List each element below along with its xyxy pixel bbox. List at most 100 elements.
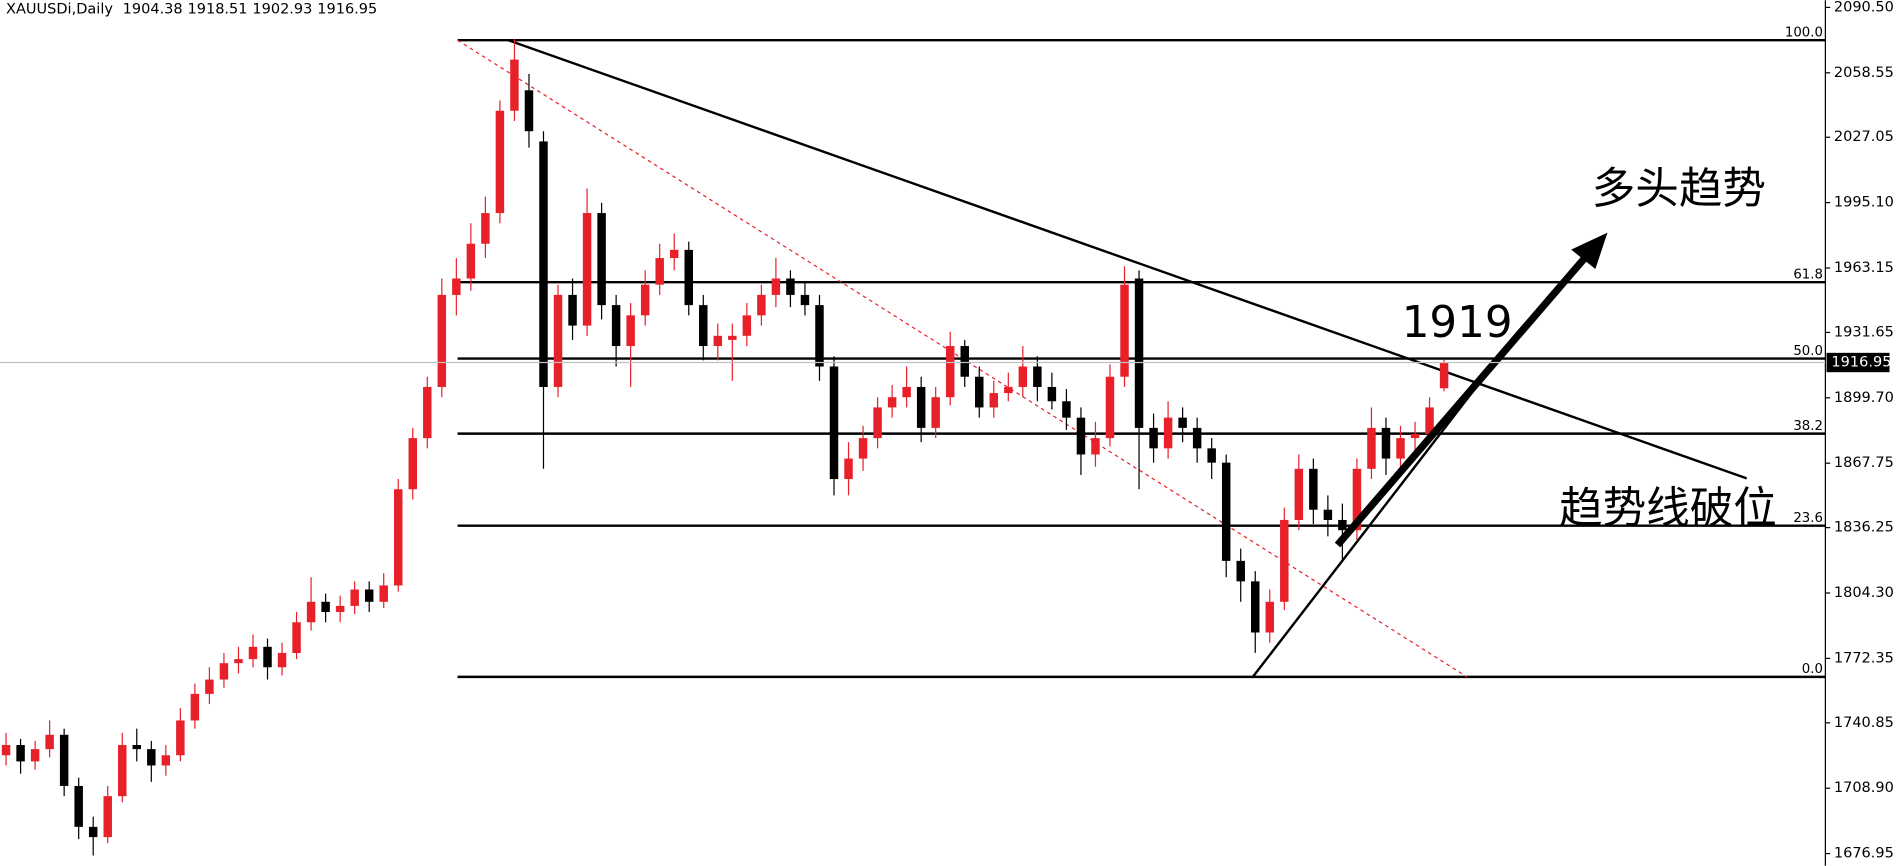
candle-body	[205, 679, 214, 694]
candle-body	[306, 601, 316, 623]
y-tick-label: 1772.35	[1834, 650, 1894, 666]
annotation: 趋势线破位	[1559, 484, 1777, 534]
candle-body	[684, 249, 693, 306]
y-tick-label: 2058.55	[1834, 65, 1894, 81]
price-label: 1916.95	[1831, 355, 1891, 371]
candle-body	[1091, 438, 1100, 455]
candle-body	[408, 438, 418, 490]
symbol: XAUUSDi,Daily	[6, 2, 113, 18]
candle-body	[379, 585, 388, 602]
open: 1904.38	[123, 2, 183, 18]
candle-body	[59, 734, 69, 786]
y-tick-label: 1836.25	[1834, 520, 1894, 536]
candle-body	[1120, 284, 1129, 377]
y-tick-label: 1867.75	[1834, 455, 1894, 471]
y-tick-label: 1804.30	[1834, 585, 1894, 601]
price-box	[1826, 352, 1890, 373]
candle-body	[1105, 376, 1115, 439]
candles	[1, 39, 1449, 856]
candle-body	[45, 734, 54, 750]
candle-body	[989, 393, 999, 408]
candle-body	[945, 346, 955, 398]
candle-body	[916, 386, 926, 428]
y-tick-label: 1899.70	[1834, 390, 1894, 406]
fib-label: 23.6	[1793, 511, 1823, 526]
candle-body	[800, 294, 810, 306]
candle-body	[219, 663, 229, 680]
candle-body	[1381, 427, 1391, 459]
candle-body	[1280, 519, 1289, 602]
candle-body	[394, 489, 403, 586]
annotation: 1919	[1402, 298, 1513, 348]
candle-body	[495, 110, 505, 214]
candle-body	[234, 659, 243, 664]
candle-body	[815, 305, 824, 367]
candle-body	[771, 278, 781, 295]
candle-body	[1149, 427, 1158, 449]
candle-body	[1033, 366, 1042, 387]
candle-body	[1221, 462, 1231, 561]
candle-body	[1207, 448, 1216, 463]
candle-body	[452, 278, 461, 295]
candle-body	[1062, 401, 1071, 418]
candle-body	[553, 294, 563, 387]
candle-body	[248, 646, 258, 660]
candle-body	[902, 386, 911, 398]
candle-body	[960, 346, 969, 377]
candle-body	[1, 745, 11, 756]
candle-body	[16, 745, 25, 762]
candle-body	[190, 693, 200, 721]
candle-body	[466, 243, 476, 279]
close: 1916.95	[317, 2, 377, 18]
candle-body	[699, 305, 708, 347]
candle-body	[277, 652, 287, 668]
low: 1902.93	[252, 2, 312, 18]
fib-label: 50.0	[1793, 344, 1823, 359]
candle-body	[728, 335, 737, 340]
candle-body	[713, 335, 723, 347]
candle-body	[481, 213, 490, 244]
candle-body	[88, 826, 98, 838]
fib-label: 38.2	[1793, 419, 1823, 434]
candle-body	[103, 796, 112, 838]
candle-body	[1163, 417, 1173, 449]
candle-body	[568, 294, 577, 326]
candle-body	[1134, 278, 1144, 428]
candle-body	[74, 785, 83, 827]
y-tick-label: 1708.90	[1834, 780, 1894, 796]
candle-body	[597, 213, 606, 306]
candle-body	[742, 315, 752, 336]
candle-body	[844, 458, 853, 480]
fib-label: 61.8	[1793, 268, 1823, 283]
y-tick-label: 2027.05	[1834, 129, 1894, 145]
candle-body	[1076, 417, 1086, 455]
candle-body	[1396, 438, 1405, 459]
candle-body	[1294, 468, 1304, 520]
y-tick-label: 1995.10	[1834, 195, 1894, 211]
candle-body	[30, 749, 40, 762]
candle-body	[1323, 509, 1333, 520]
candle-body	[611, 305, 621, 347]
candle-body	[626, 315, 635, 347]
candle-body	[263, 646, 272, 668]
candle-body	[655, 258, 664, 285]
up-trendline	[1251, 369, 1490, 678]
candle-body	[887, 397, 897, 408]
arrow-shaft	[1334, 254, 1589, 548]
y-tick-label: 1963.15	[1834, 260, 1894, 276]
annotation: 多头趋势	[1592, 165, 1766, 215]
fib-label: 0.0	[1802, 662, 1823, 677]
candle-body	[147, 749, 156, 766]
y-tick-label: 2090.50	[1834, 0, 1894, 15]
candle-body	[640, 284, 650, 316]
candle-body	[1309, 468, 1318, 510]
candle-body	[829, 366, 839, 480]
candle-body	[423, 386, 432, 439]
candle-body	[118, 745, 127, 797]
candle-body	[1338, 519, 1347, 531]
candle-body	[669, 249, 679, 259]
candle-body	[437, 294, 447, 387]
candle-body	[1265, 601, 1275, 633]
